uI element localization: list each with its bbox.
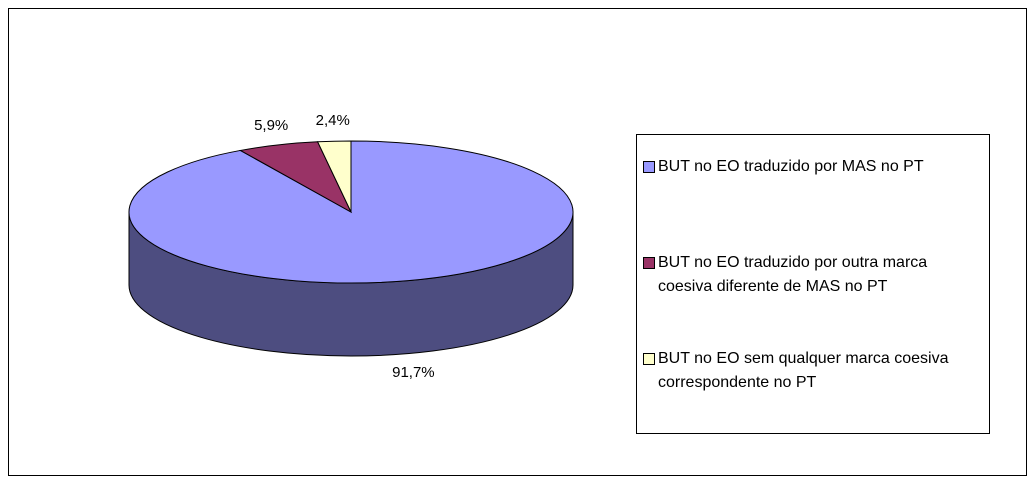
pie-slice (316, 140, 352, 213)
legend-swatch (643, 161, 655, 173)
legend-label: BUT no EO sem qualquer marca coesiva cor… (658, 350, 949, 391)
legend-label: BUT no EO traduzido por MAS no PT (658, 158, 924, 175)
legend-entry: BUT no EO traduzido por outra marca coes… (643, 251, 983, 299)
data-label: 91,7% (392, 364, 435, 381)
legend-swatch (643, 353, 655, 365)
data-label: 5,9% (254, 117, 288, 134)
legend-entry: BUT no EO sem qualquer marca coesiva cor… (643, 347, 983, 395)
legend: BUT no EO traduzido por MAS no PT BUT no … (636, 134, 990, 434)
legend-swatch (643, 257, 655, 269)
legend-entry: BUT no EO traduzido por MAS no PT (643, 155, 983, 179)
legend-label: BUT no EO traduzido por outra marca coes… (658, 254, 928, 295)
data-label: 2,4% (316, 112, 350, 129)
